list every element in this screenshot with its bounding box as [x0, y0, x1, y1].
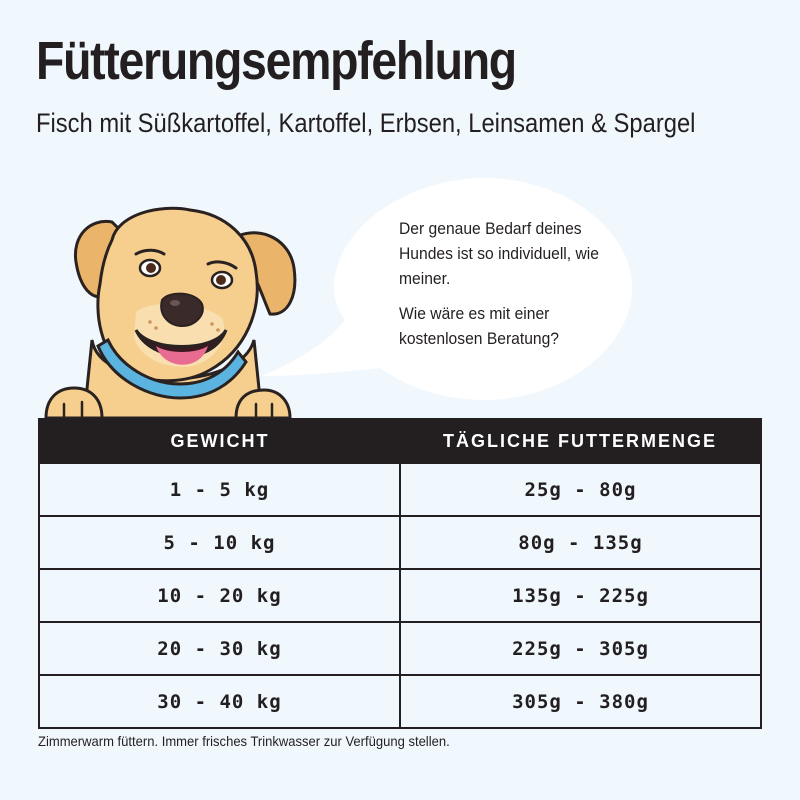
table-row: 30 - 40 kg 305g - 380g [40, 674, 760, 727]
feeding-table: GEWICHT TÄGLICHE FUTTERMENGE 1 - 5 kg 25… [38, 418, 762, 729]
footnote: Zimmerwarm füttern. Immer frisches Trink… [38, 733, 450, 749]
table-header: GEWICHT TÄGLICHE FUTTERMENGE [40, 420, 760, 462]
amount-cell: 25g - 80g [399, 464, 760, 515]
bubble-line-1: Der genaue Bedarf deines Hundes ist so i… [399, 219, 599, 288]
weight-cell: 5 - 10 kg [163, 531, 276, 554]
header-weight: GEWICHT [170, 430, 270, 451]
weight-cell: 1 - 5 kg [169, 478, 270, 501]
table-row: 1 - 5 kg 25g - 80g [40, 462, 760, 515]
table-row: 20 - 30 kg 225g - 305g [40, 621, 760, 674]
weight-cell: 10 - 20 kg [157, 584, 282, 607]
page-title: Fütterungsempfehlung [36, 31, 517, 91]
bubble-line-2: Wie wäre es mit einer kostenlosen Beratu… [399, 304, 559, 348]
table-row: 5 - 10 kg 80g - 135g [40, 515, 760, 568]
weight-cell: 20 - 30 kg [157, 637, 282, 660]
amount-cell: 80g - 135g [399, 517, 760, 568]
amount-cell: 225g - 305g [399, 623, 760, 674]
speech-bubble [262, 178, 632, 400]
dog-mascot-illustration [44, 206, 297, 420]
amount-cell: 135g - 225g [399, 570, 760, 621]
amount-cell: 305g - 380g [399, 676, 760, 727]
table-row: 10 - 20 kg 135g - 225g [40, 568, 760, 621]
weight-cell: 30 - 40 kg [157, 690, 282, 713]
page-subtitle: Fisch mit Süßkartoffel, Kartoffel, Erbse… [36, 108, 696, 138]
header-daily-amount: TÄGLICHE FUTTERMENGE [443, 430, 717, 451]
speech-bubble-text: Der genaue Bedarf deines Hundes ist so i… [399, 216, 611, 351]
